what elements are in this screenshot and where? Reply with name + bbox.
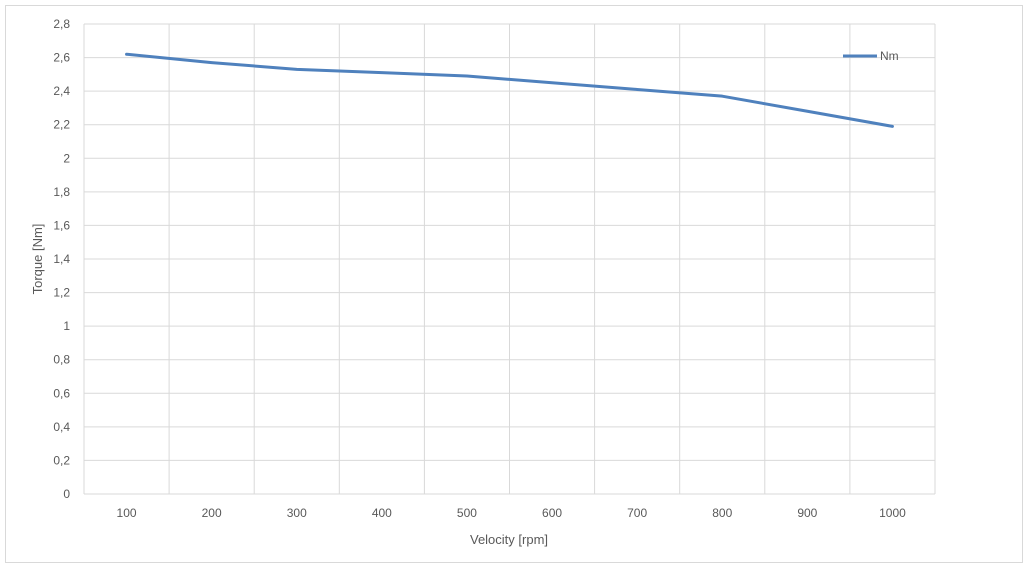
x-tick-label: 500 [457, 506, 477, 520]
y-tick-label: 0 [63, 487, 70, 501]
x-tick-label: 200 [202, 506, 222, 520]
series-group [125, 52, 894, 128]
x-tick-label: 300 [287, 506, 307, 520]
y-tick-label: 1,6 [53, 218, 70, 232]
y-tick-label: 1,8 [53, 185, 70, 199]
y-tick-label: 2 [63, 151, 70, 165]
y-tick-label: 0,6 [53, 386, 70, 400]
x-tick-label: 900 [797, 506, 817, 520]
y-tick-label: 2,4 [53, 84, 70, 98]
legend: Nm [843, 49, 899, 63]
legend-label: Nm [880, 49, 899, 63]
y-tick-label: 1 [63, 319, 70, 333]
y-tick-label: 1,2 [53, 286, 70, 300]
x-axis-ticks: 100 200 300 400 500 600 700 800 900 1000 [117, 506, 907, 520]
x-tick-label: 400 [372, 506, 392, 520]
x-tick-label: 100 [117, 506, 137, 520]
y-tick-label: 2,2 [53, 118, 70, 132]
x-tick-label: 800 [712, 506, 732, 520]
series-line-nm [125, 52, 894, 128]
y-axis-ticks: 0 0,2 0,4 0,6 0,8 1 1,2 1,4 1,6 1,8 2 2,2 2,4 2,6 2,8 [53, 17, 70, 501]
x-axis-title: Velocity [rpm] [470, 532, 548, 547]
x-tick-label: 1000 [879, 506, 906, 520]
y-tick-label: 2,6 [53, 51, 70, 65]
y-tick-label: 0,4 [53, 420, 70, 434]
y-tick-label: 2,8 [53, 17, 70, 31]
chart-frame [5, 5, 1023, 563]
x-tick-label: 700 [627, 506, 647, 520]
grid-lines [83, 23, 936, 495]
y-tick-label: 0,8 [53, 353, 70, 367]
x-tick-label: 600 [542, 506, 562, 520]
y-axis-title: Torque [Nm] [30, 224, 45, 295]
y-tick-label: 0,2 [53, 453, 70, 467]
y-tick-label: 1,4 [53, 252, 70, 266]
